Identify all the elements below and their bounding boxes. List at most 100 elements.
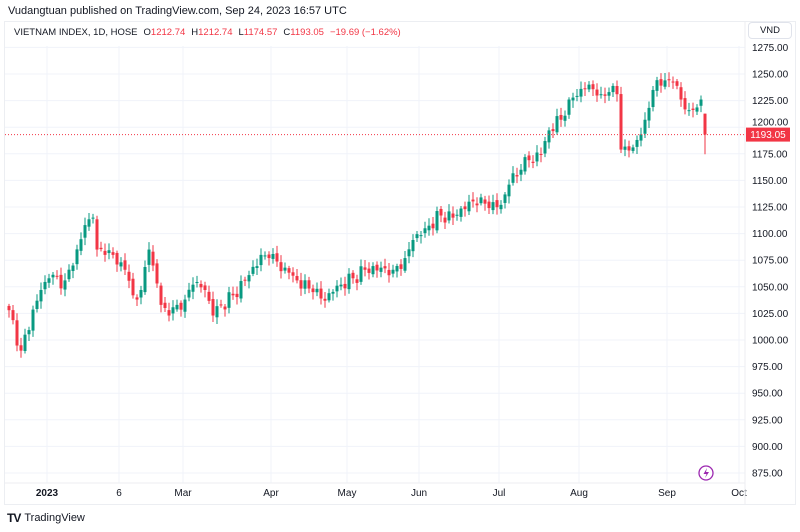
candle-body [295,276,299,281]
last-price-badge [746,127,790,142]
candle-body [319,288,323,299]
candle-body [199,283,203,288]
y-tick-label: 1000.00 [752,336,789,347]
candle-body [291,272,295,276]
candle-body [607,92,611,96]
candle-body [603,94,607,96]
candle-body [575,95,579,97]
candle-body [343,283,347,289]
candle-body [391,269,395,274]
y-tick-label: 1025.00 [752,309,789,320]
candle-body [691,108,695,110]
candle-body [171,307,175,314]
candle-body [347,273,351,290]
candle-body [495,200,499,208]
candle-body [563,115,567,121]
candle-body [579,88,583,97]
candle-body [287,268,291,273]
close-value: C1193.05 [283,27,324,38]
candle-body [415,234,419,239]
candle-body [619,94,623,150]
y-tick-label: 900.00 [752,442,783,453]
tradingview-logo[interactable]: TV TradingView [7,511,85,525]
candle-body [271,253,275,259]
candle-body [423,228,427,234]
candle-body [659,79,663,86]
y-tick-label: 1175.00 [752,149,788,160]
candle-body [483,199,487,204]
y-tick-label: 1225.00 [752,96,789,107]
candle-body [247,275,251,282]
candle-body [31,309,35,331]
candle-body [239,281,243,299]
candle-body [63,280,67,290]
x-tick-label: May [338,488,357,499]
candle-body [683,98,687,110]
candle-body [339,284,343,287]
y-tick-label: 925.00 [752,415,783,426]
candle-body [375,264,379,271]
candle-body [527,155,531,161]
candle-body [383,266,387,269]
open-label: O [143,27,151,38]
candle-body [311,288,315,293]
candle-body [671,81,675,83]
x-tick-label: 6 [116,488,122,499]
candle-body [399,264,403,269]
candle-body [547,130,551,143]
candle-body [511,173,515,183]
y-tick-label: 1125.00 [752,203,788,214]
candle-body [439,208,443,216]
candle-body [543,141,547,154]
y-tick-label: 1275.00 [752,43,789,54]
candle-body [279,262,283,272]
candle-body [327,293,331,301]
candle-body [75,249,79,265]
low-label: L [238,27,244,38]
last-price-label: 1193.05 [750,130,786,141]
candle-body [159,285,163,305]
high-value: H1212.74 [191,27,232,38]
candle-body [47,278,51,283]
candle-body [307,280,311,289]
candle-body [523,157,527,172]
candle-body [471,199,475,202]
candle-body [155,263,159,284]
candle-body [79,239,83,251]
candle-body [59,274,63,289]
candle-body [55,275,59,277]
high-number: 1212.74 [198,27,233,38]
candle-body [571,97,575,101]
candle-body [19,345,23,351]
candle-body [23,334,27,351]
candle-body [71,265,75,271]
candle-body [627,146,631,151]
candle-body [567,99,571,115]
candle-body [459,208,463,217]
candle-body [643,119,647,134]
candle-body [427,225,431,231]
candle-body [351,272,355,279]
low-number: 1174.57 [243,27,278,38]
candle-body [219,304,223,306]
candle-body [651,89,655,108]
candle-body [479,197,483,204]
candle-body [551,129,555,132]
candle-body [335,285,339,292]
y-tick-label: 1150.00 [752,176,788,187]
candle-body [263,255,267,257]
candle-body [419,235,423,237]
candle-body [227,292,231,308]
candle-body [387,269,391,276]
candle-body [367,268,371,273]
candle-body [463,206,467,210]
candle-body [231,293,235,296]
currency-button[interactable]: VND [748,22,792,39]
candle-body [363,267,367,270]
candle-body [7,305,11,311]
candle-body [179,302,183,310]
candle-body [87,219,91,227]
candle-body [151,251,155,266]
symbol-label[interactable]: VIETNAM INDEX, 1D, HOSE [14,27,138,38]
